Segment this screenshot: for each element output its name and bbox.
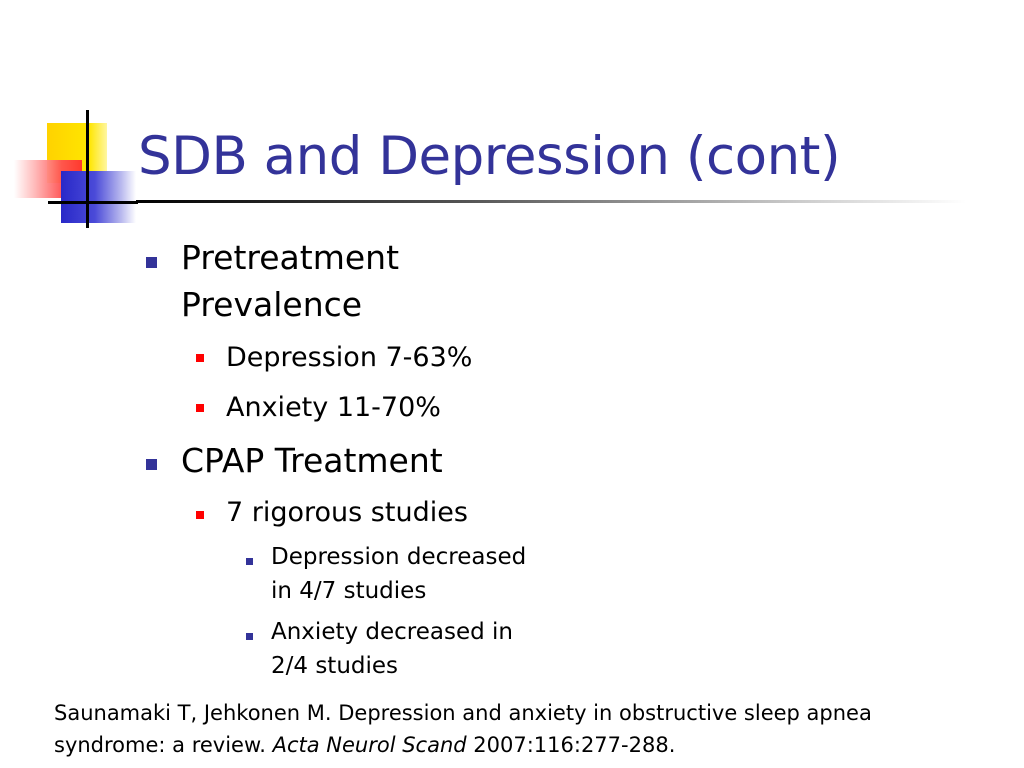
bullet-rigorous-studies: 7 rigorous studies	[226, 497, 468, 528]
bullet-pretreatment-line2: Prevalence	[181, 285, 363, 324]
bullet-pretreatment-line1: Pretreatment	[181, 238, 400, 277]
bullet-square-icon	[246, 558, 253, 565]
citation-journal: Acta Neurol Scand	[272, 733, 467, 757]
title-divider	[136, 200, 966, 203]
bullet-square-icon	[196, 511, 204, 519]
slide-title: SDB and Depression (cont)	[138, 126, 841, 187]
corner-logo	[0, 0, 150, 240]
bullet-square-icon	[246, 633, 253, 640]
bullet-depression-decreased-line1: Depression decreased	[271, 544, 527, 570]
bullet-cpap-treatment: CPAP Treatment	[181, 441, 443, 480]
logo-vertical-line	[86, 110, 89, 228]
bullet-anxiety-prevalence: Anxiety 11-70%	[226, 392, 441, 423]
logo-horizontal-line	[48, 201, 138, 204]
bullet-square-icon	[196, 404, 204, 412]
bullet-anxiety-decreased-line1: Anxiety decreased in	[271, 619, 514, 645]
bullet-square-icon	[146, 257, 157, 268]
citation-text: syndrome: a review.	[54, 733, 273, 757]
bullet-square-icon	[196, 354, 204, 362]
citation-line1: Saunamaki T, Jehkonen M. Depression and …	[54, 701, 872, 725]
bullet-depression-decreased-line2: in 4/7 studies	[271, 578, 427, 604]
logo-blue-square	[61, 171, 136, 223]
bullet-anxiety-decreased-line2: 2/4 studies	[271, 653, 399, 679]
citation-volume: 2007:116:277-288.	[466, 733, 676, 757]
citation-line2: syndrome: a review. Acta Neurol Scand 20…	[54, 729, 872, 761]
citation: Saunamaki T, Jehkonen M. Depression and …	[54, 697, 872, 761]
bullet-square-icon	[146, 459, 157, 470]
bullet-depression-prevalence: Depression 7-63%	[226, 342, 473, 373]
